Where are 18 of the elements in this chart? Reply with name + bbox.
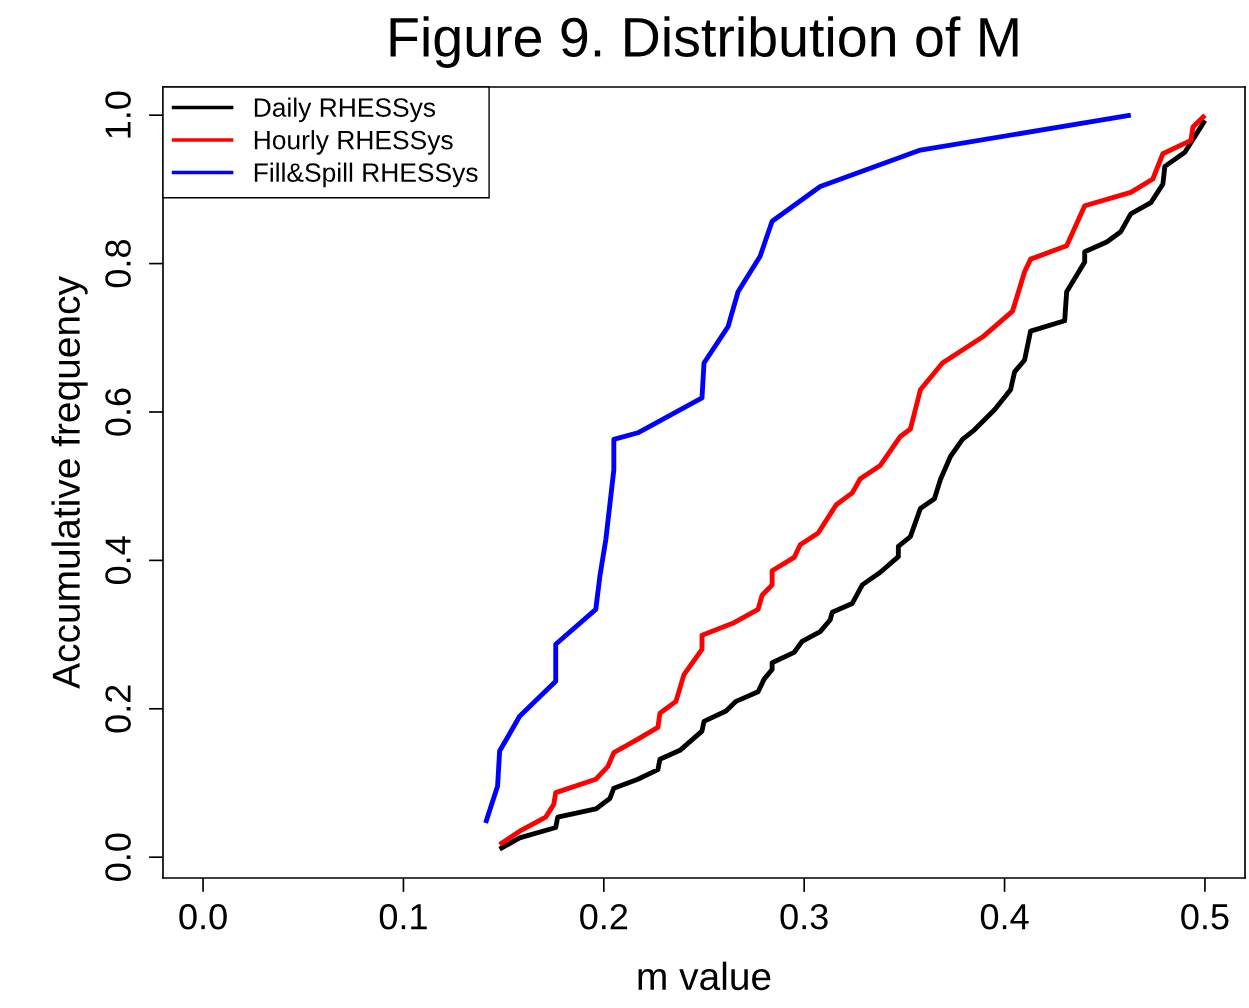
legend-label: Hourly RHESSys [254,130,453,155]
y-tick-label: 0.6 [105,388,131,436]
legend-label: Daily RHESSys [254,97,436,123]
x-tick-label: 0.2 [580,903,628,930]
y-tick-label: 1.0 [105,91,131,138]
y-tick-label: 0.8 [105,240,131,288]
x-tick-label: 0.3 [780,903,828,930]
y-tick-label: 0.4 [105,536,131,585]
y-tick-label: 0.0 [105,833,131,881]
x-tick-label: 0.4 [980,903,1029,930]
y-tick-label: 0.2 [105,685,131,733]
chart-title: Figure 9. Distribution of M [390,16,1018,68]
x-tick-label: 0.1 [379,903,427,930]
x-tick-label: 0.5 [1181,903,1229,930]
x-axis-title: m value [638,961,771,991]
legend-label: Fill&Spill RHESSys [254,162,478,188]
x-tick-label: 0.0 [179,903,227,930]
y-axis-title: Accumulative frequency [51,276,88,689]
